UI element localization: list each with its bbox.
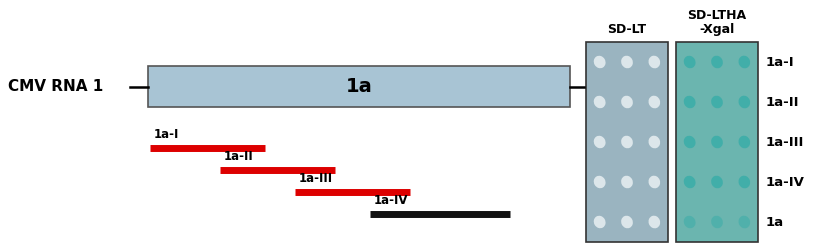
Ellipse shape xyxy=(594,176,606,188)
Ellipse shape xyxy=(738,56,750,68)
Ellipse shape xyxy=(711,176,723,188)
Text: SD-LT: SD-LT xyxy=(607,23,647,36)
Ellipse shape xyxy=(621,176,633,188)
Bar xyxy=(676,42,758,242)
Ellipse shape xyxy=(648,96,660,108)
Ellipse shape xyxy=(711,136,723,148)
Text: 1a-III: 1a-III xyxy=(766,136,804,148)
Text: 1a-I: 1a-I xyxy=(766,55,794,69)
Text: 1a-II: 1a-II xyxy=(224,150,254,163)
Text: 1a-IV: 1a-IV xyxy=(374,194,408,207)
Bar xyxy=(586,42,668,242)
Text: 1a-III: 1a-III xyxy=(299,172,333,185)
Ellipse shape xyxy=(594,216,606,228)
Ellipse shape xyxy=(684,56,695,68)
Ellipse shape xyxy=(621,136,633,148)
Bar xyxy=(148,66,570,107)
Ellipse shape xyxy=(738,176,750,188)
Ellipse shape xyxy=(684,136,695,148)
Ellipse shape xyxy=(594,136,606,148)
Ellipse shape xyxy=(648,136,660,148)
Ellipse shape xyxy=(684,96,695,108)
Ellipse shape xyxy=(738,136,750,148)
Ellipse shape xyxy=(738,216,750,228)
Ellipse shape xyxy=(684,176,695,188)
Ellipse shape xyxy=(711,216,723,228)
Text: -Xgal: -Xgal xyxy=(700,23,734,36)
Text: 1a-II: 1a-II xyxy=(766,96,799,109)
Text: 1a: 1a xyxy=(346,77,372,96)
Ellipse shape xyxy=(648,176,660,188)
Ellipse shape xyxy=(648,56,660,68)
Ellipse shape xyxy=(684,216,695,228)
Text: SD-LTHA: SD-LTHA xyxy=(687,9,747,22)
Ellipse shape xyxy=(594,96,606,108)
Ellipse shape xyxy=(621,216,633,228)
Text: 1a-IV: 1a-IV xyxy=(766,175,805,188)
Ellipse shape xyxy=(738,96,750,108)
Text: 1a-I: 1a-I xyxy=(154,128,179,141)
Ellipse shape xyxy=(711,96,723,108)
Text: CMV RNA 1: CMV RNA 1 xyxy=(8,79,103,94)
Text: 1a: 1a xyxy=(766,215,784,229)
Ellipse shape xyxy=(648,216,660,228)
Ellipse shape xyxy=(621,56,633,68)
Ellipse shape xyxy=(711,56,723,68)
Ellipse shape xyxy=(621,96,633,108)
Ellipse shape xyxy=(594,56,606,68)
